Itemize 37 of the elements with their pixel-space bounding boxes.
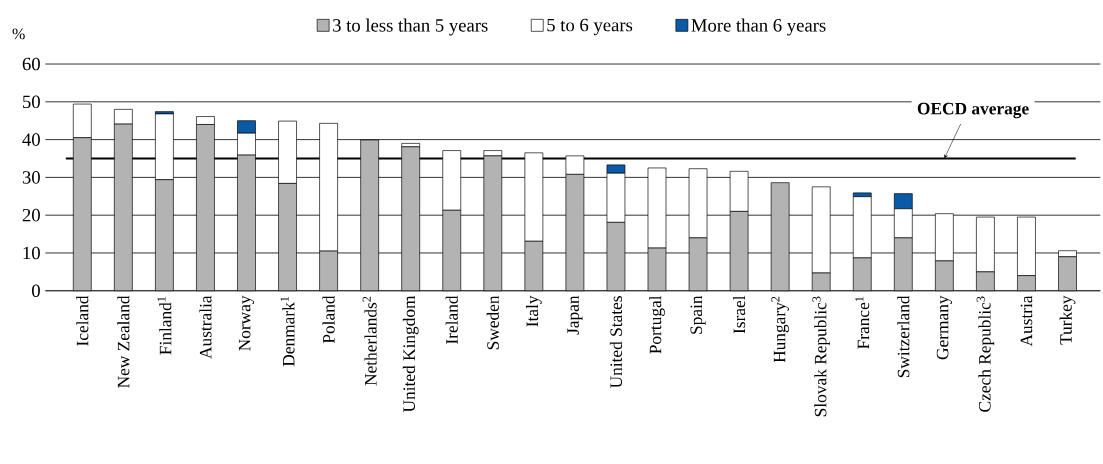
- x-tick-label: Iceland: [76, 295, 89, 346]
- x-tick-label: France$^{1}$: [855, 296, 870, 349]
- x-tick-label: Italy: [525, 295, 542, 327]
- x-tick-label: Denmark$^{1}$: [280, 296, 295, 367]
- y-tick-label: 50: [23, 95, 40, 109]
- x-tick-label: Czech Republic$^{3}$: [976, 296, 995, 412]
- x-tick-label: Norway: [238, 295, 255, 351]
- y-tick-label: 60: [22, 57, 40, 71]
- x-tick-label: New Zealand: [117, 295, 130, 388]
- legend-label: More than 6 years: [691, 18, 826, 36]
- x-tick-label: Turkey: [1059, 295, 1076, 345]
- x-tick-label: Switzerland: [897, 295, 910, 378]
- x-tick-label: Poland: [322, 295, 335, 344]
- x-tick-label: Portugal: [649, 295, 665, 354]
- x-tick-label: Slovak Republic$^{3}$: [812, 296, 830, 417]
- x-tick-label: Japan: [567, 295, 583, 335]
- x-tick-label: Austria: [1020, 295, 1033, 347]
- x-tick-label: Spain: [690, 295, 706, 334]
- ref-line-label: OECD average: [917, 102, 1029, 119]
- x-tick-label: Germany: [936, 295, 952, 360]
- legend-label: 5 to 6 years: [547, 18, 633, 36]
- x-tick-label: Ireland: [445, 295, 458, 344]
- x-tick-label: Australia: [199, 295, 212, 359]
- legend-label: 3 to less than 5 years: [333, 18, 488, 36]
- x-tick-label: United States: [609, 296, 623, 388]
- y-tick-label: 30: [22, 171, 40, 184]
- x-tick-label: Sweden: [486, 295, 499, 350]
- x-tick-label: Hungary$^{2}$: [771, 296, 789, 363]
- x-tick-label: Israel: [733, 295, 746, 334]
- y-tick-label: 40: [22, 133, 40, 146]
- y-tick-label: 0: [32, 284, 40, 297]
- x-tick-label: Finland$^{1}$: [157, 296, 172, 355]
- x-tick-label: Netherlands$^{2}$: [362, 296, 377, 386]
- y-tick-label: 20: [22, 208, 40, 222]
- y-axis-title: %: [12, 28, 25, 40]
- x-tick-label: United Kingdom: [402, 295, 419, 413]
- y-tick-label: 10: [23, 246, 40, 260]
